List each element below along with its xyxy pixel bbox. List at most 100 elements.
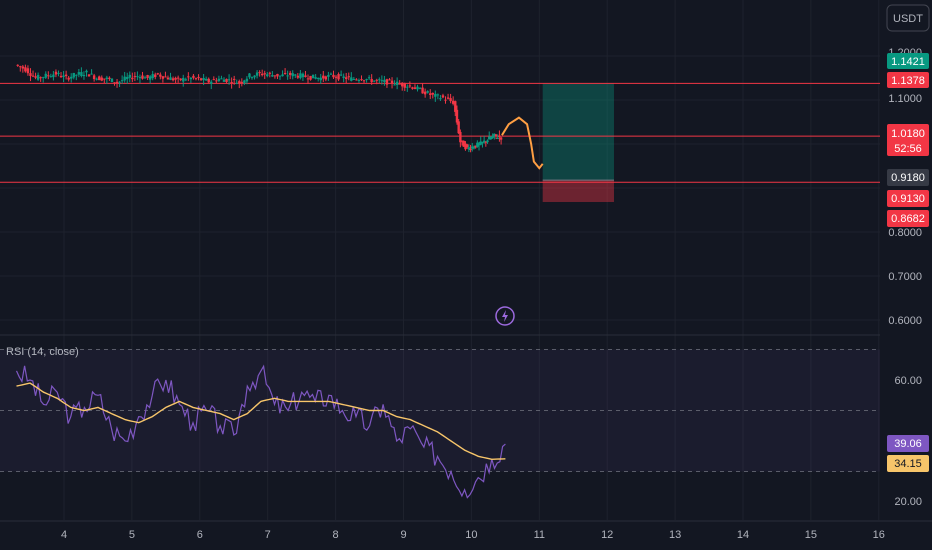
- candle-body: [411, 87, 414, 89]
- candle-body: [266, 74, 269, 77]
- candle-body: [421, 87, 424, 94]
- candle-body: [67, 77, 70, 80]
- candle-body: [220, 78, 223, 80]
- candle-body: [42, 77, 45, 79]
- candle-body: [245, 78, 249, 82]
- candle-body: [327, 74, 330, 77]
- projection-curve[interactable]: [501, 116, 544, 170]
- candle-body: [324, 76, 328, 80]
- time-label-9: 9: [400, 529, 406, 541]
- candle-body: [26, 68, 30, 74]
- candle-body: [171, 78, 175, 81]
- candle-body: [82, 74, 86, 77]
- candle-body: [54, 71, 58, 75]
- candle-body: [441, 95, 445, 98]
- loss-zone[interactable]: [542, 180, 614, 202]
- price-label-2: 1.1000: [888, 93, 922, 105]
- price-label-4: 0.7000: [888, 271, 922, 283]
- candle-body: [413, 87, 417, 90]
- candle-body: [156, 73, 159, 75]
- time-label-4: 4: [61, 529, 67, 541]
- candle-body: [499, 137, 503, 140]
- candle-body: [103, 78, 106, 80]
- candle-body: [202, 77, 205, 81]
- candle-body: [85, 70, 88, 73]
- candle-body: [322, 75, 325, 79]
- candle-body: [133, 76, 137, 78]
- candle-body: [169, 77, 172, 80]
- candle-body: [215, 80, 218, 82]
- price-tag-3: 1.0180: [891, 128, 925, 140]
- candle-body: [161, 76, 165, 79]
- candle-body: [367, 77, 371, 79]
- candle-body: [342, 76, 345, 78]
- candle-body: [454, 101, 457, 112]
- candle-body: [457, 121, 460, 134]
- candle-body: [212, 79, 216, 81]
- candle-body: [390, 80, 394, 84]
- candle-body: [34, 76, 37, 78]
- candle-body: [491, 136, 494, 138]
- candle-body: [217, 78, 221, 81]
- candle-body: [59, 75, 63, 78]
- candle-body: [271, 75, 274, 77]
- candle-body: [75, 74, 78, 76]
- rsi-panel[interactable]: RSI (14, close): [0, 346, 880, 499]
- candle-body: [248, 73, 251, 78]
- candle-body: [227, 79, 231, 81]
- lightning-icon-bolt: [502, 310, 508, 322]
- candle-body: [166, 77, 170, 80]
- long-position-box[interactable]: [542, 83, 614, 202]
- candle-body: [469, 149, 472, 151]
- lightning-icon[interactable]: [495, 306, 515, 326]
- horizontal-lines[interactable]: [0, 82, 880, 183]
- candle-body: [472, 147, 476, 149]
- candle-body: [416, 86, 419, 90]
- rsi-title[interactable]: RSI (14, close): [6, 346, 79, 358]
- candle-body: [393, 84, 396, 86]
- candle-body: [494, 134, 498, 136]
- candle-body: [334, 76, 338, 78]
- time-axis[interactable]: 4 5 6 7 8 9 10 11 12 13 14 15 16: [0, 520, 932, 541]
- candle-body: [92, 75, 96, 80]
- candle-body: [385, 79, 389, 85]
- candle-body: [451, 100, 455, 104]
- profit-zone[interactable]: [542, 83, 614, 181]
- candle-body: [120, 80, 124, 82]
- candle-body: [455, 109, 459, 123]
- candle-body: [378, 79, 381, 81]
- candle-body: [418, 88, 422, 90]
- candle-body: [164, 76, 167, 78]
- candle-body: [176, 77, 180, 79]
- candle-body: [199, 78, 203, 81]
- candle-body: [489, 137, 493, 140]
- candle-body: [319, 77, 322, 81]
- currency-button[interactable]: USDT: [893, 13, 923, 25]
- candle-body: [115, 81, 119, 84]
- candle-body: [449, 98, 452, 102]
- candlestick-series: [16, 64, 503, 153]
- candle-body: [207, 78, 210, 83]
- candle-body: [189, 77, 193, 80]
- candle-body: [126, 76, 129, 80]
- candle-body: [309, 75, 312, 80]
- candle-body: [329, 73, 333, 75]
- lightning-icon-circle: [495, 306, 515, 326]
- candle-body: [471, 146, 474, 149]
- candle-body: [278, 75, 282, 77]
- candle-body: [281, 74, 284, 77]
- candle-body: [401, 82, 404, 87]
- candle-body: [268, 72, 272, 74]
- candle-body: [238, 81, 241, 84]
- candle-body: [360, 79, 363, 81]
- time-label-11: 11: [534, 529, 545, 541]
- candle-body: [184, 79, 187, 81]
- price-axis[interactable]: USDT 1.2000 1.1000 0.8000 0.7000 0.6000 …: [880, 0, 932, 520]
- price-panel[interactable]: [0, 64, 880, 326]
- candle-body: [294, 74, 297, 76]
- candle-body: [44, 73, 47, 78]
- candle-body: [496, 138, 499, 140]
- rsi-ma-tag-bg: [887, 455, 929, 472]
- rsi-value-tag-bg: [887, 435, 929, 452]
